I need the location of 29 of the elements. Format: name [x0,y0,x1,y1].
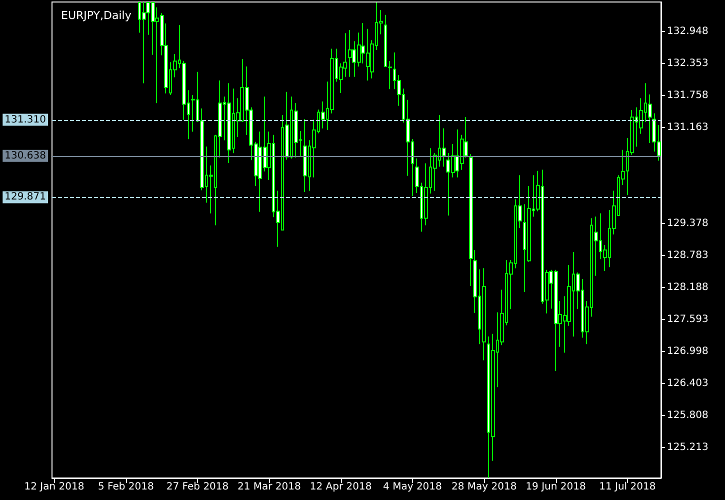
text: EURJPY,Daily [61,9,132,22]
ref-line-label: 130.638 [4,150,46,162]
candlestick [227,82,231,164]
x-tick-label: 21 Mar 2018 [237,482,301,492]
y-tick-label: 128.188 [667,282,708,294]
y-tick-label: 126.998 [667,346,708,358]
ref-line-label: 131.310 [4,114,46,126]
candlestick [482,268,486,361]
x-tick-label: 27 Feb 2018 [166,482,229,492]
x-tick-label: 19 Jun 2018 [526,482,586,492]
x-tick-label: 12 Apr 2018 [310,482,372,492]
y-tick-label: 129.378 [667,218,708,230]
ref-line-label: 129.871 [4,192,46,203]
y-tick-label: 132.353 [667,58,708,70]
y-tick-label: 126.403 [667,378,708,390]
y-tick-label: 131.758 [667,90,708,102]
y-tick-label: 127.593 [667,314,708,326]
x-tick-label: 4 May 2018 [383,482,442,492]
y-tick-label: 125.213 [667,442,708,454]
candlestick [348,29,352,78]
y-tick-label: 131.163 [667,122,708,134]
y-tick-label: 128.783 [667,250,708,262]
x-tick-label: 5 Feb 2018 [98,482,154,492]
x-tick-label: 11 Jul 2018 [599,482,656,492]
y-tick-label: 132.948 [667,26,708,38]
candlestick [303,118,307,192]
x-tick-label: 12 Jan 2018 [24,482,84,492]
x-tick-label: 28 May 2018 [452,482,517,492]
y-tick-label: 125.808 [667,410,708,422]
